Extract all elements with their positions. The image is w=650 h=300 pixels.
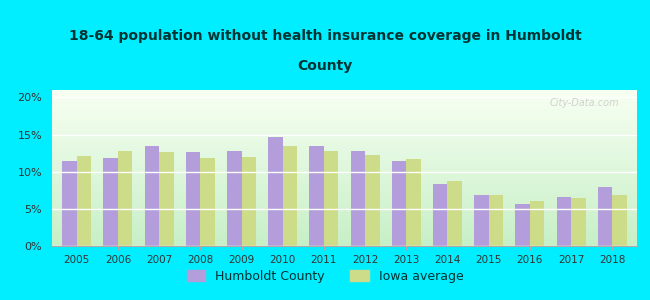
Bar — [268, 137, 283, 246]
Bar — [242, 157, 256, 246]
Bar — [433, 184, 447, 246]
Bar — [186, 152, 200, 246]
Bar — [447, 181, 462, 246]
Bar — [530, 201, 544, 246]
Bar — [283, 146, 297, 246]
Bar — [612, 196, 627, 246]
Bar — [159, 152, 174, 246]
Bar — [77, 156, 91, 246]
Bar — [118, 151, 133, 246]
Legend: Humboldt County, Iowa average: Humboldt County, Iowa average — [181, 265, 469, 288]
Bar — [200, 158, 214, 246]
Bar — [227, 151, 242, 246]
Bar — [392, 161, 406, 246]
Bar — [474, 196, 489, 246]
Text: City-Data.com: City-Data.com — [550, 98, 619, 108]
Bar — [103, 158, 118, 246]
Bar — [351, 151, 365, 246]
Bar — [145, 146, 159, 246]
Text: 18-64 population without health insurance coverage in Humboldt: 18-64 population without health insuranc… — [69, 29, 581, 43]
Text: County: County — [298, 59, 352, 73]
Bar — [365, 155, 380, 246]
Bar — [406, 159, 421, 246]
Bar — [571, 198, 586, 246]
Bar — [556, 197, 571, 246]
Bar — [489, 195, 503, 246]
Bar — [62, 160, 77, 246]
Bar — [324, 151, 338, 246]
Bar — [515, 204, 530, 246]
Bar — [598, 187, 612, 246]
Bar — [309, 146, 324, 246]
